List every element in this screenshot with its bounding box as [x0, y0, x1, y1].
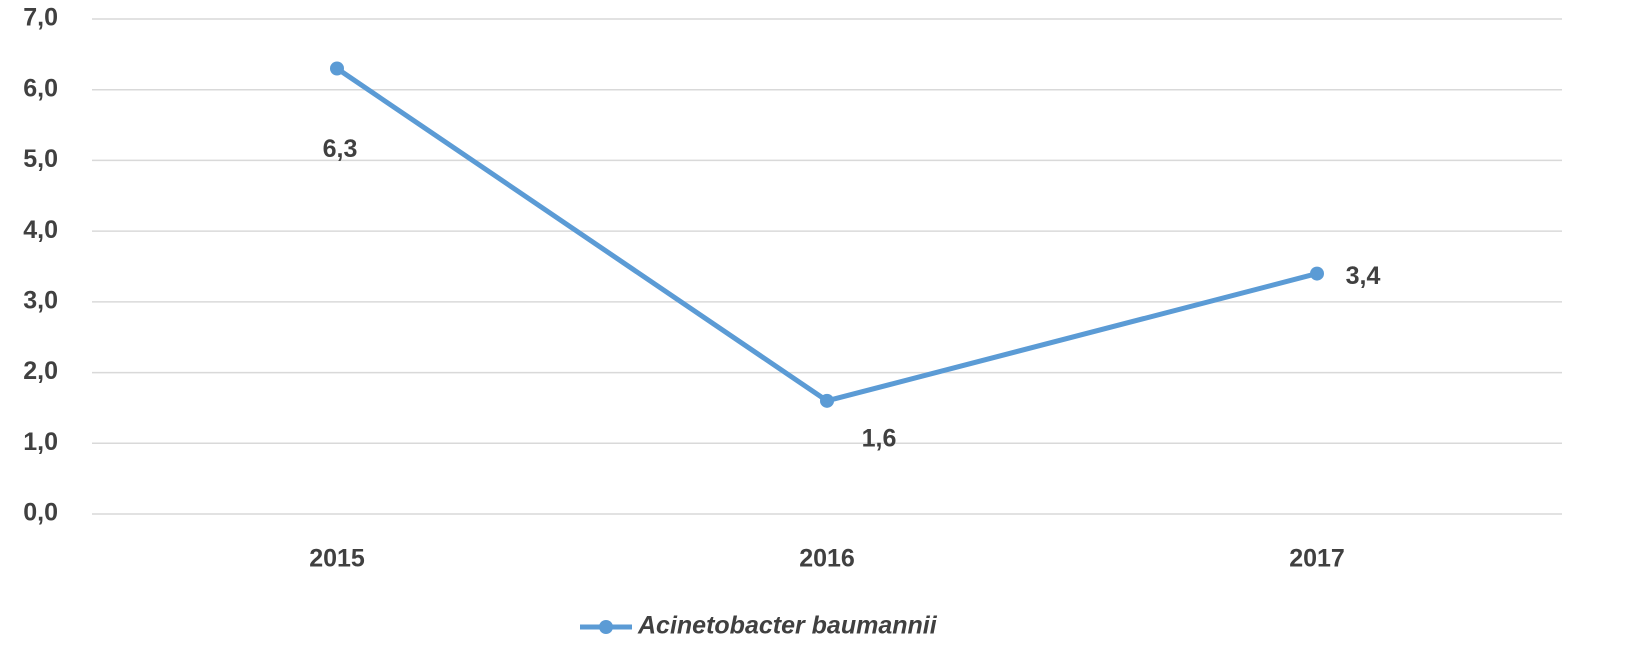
legend-marker	[599, 620, 613, 634]
y-tick-label: 7,0	[23, 4, 58, 32]
point	[330, 61, 344, 76]
legend-label: Acinetobacter baumannii	[637, 612, 938, 640]
point	[1310, 266, 1324, 281]
y-tick-label: 4,0	[23, 216, 58, 244]
data-label: 6,3	[323, 135, 358, 163]
y-tick-label: 5,0	[23, 145, 58, 173]
x-tick-label: 2015	[309, 545, 365, 573]
x-tick-label: 2016	[799, 545, 855, 573]
point	[820, 393, 834, 408]
y-tick-label: 0,0	[23, 499, 58, 527]
x-tick-label: 2017	[1289, 545, 1345, 573]
series-line	[335, 66, 1318, 404]
y-tick-label: 3,0	[23, 286, 58, 314]
data-label: 1,6	[862, 424, 897, 452]
y-tick-label: 1,0	[23, 428, 58, 456]
y-tick-label: 6,0	[23, 74, 58, 102]
data-label: 3,4	[1346, 262, 1381, 290]
y-tick-label: 2,0	[23, 357, 58, 385]
